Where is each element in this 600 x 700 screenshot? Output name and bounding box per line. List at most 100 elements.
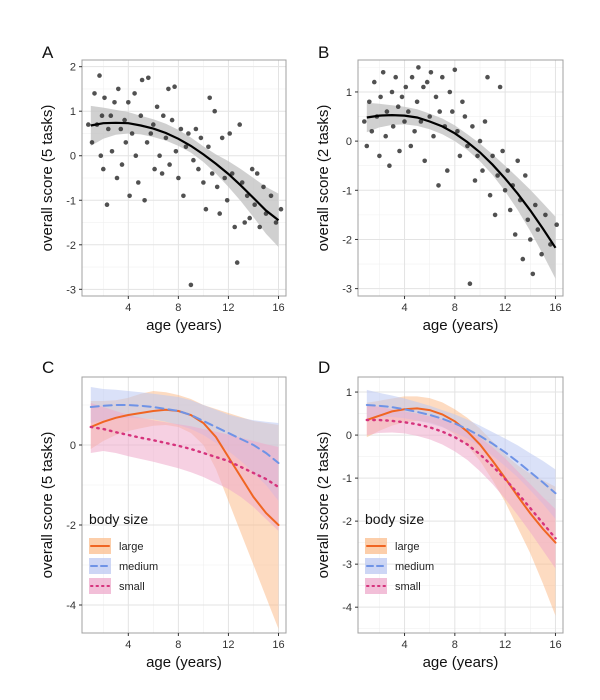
data-point [383, 133, 389, 139]
y-axis-title: overall score (5 tasks) [39, 105, 56, 252]
y-tick-label: -2 [66, 520, 76, 532]
data-point [108, 113, 114, 118]
data-point [181, 193, 186, 199]
data-point [151, 122, 156, 127]
legend: body size large medium small [89, 511, 158, 594]
y-tick-label: 0 [70, 151, 76, 163]
data-point [247, 215, 252, 221]
y-axis-title: overall score (2 tasks) [315, 105, 332, 252]
x-axis-title: age (years) [146, 654, 222, 671]
band-medium [366, 389, 556, 519]
data-point [178, 126, 184, 132]
y-tick-label: -2 [342, 234, 352, 246]
data-point [217, 211, 222, 216]
x-tick-label: 16 [272, 639, 284, 651]
data-point [422, 158, 428, 164]
data-point [390, 124, 396, 129]
x-tick-label: 4 [125, 302, 131, 314]
data-point [402, 119, 407, 124]
panel-border [357, 59, 564, 297]
legend-label-small: small [119, 581, 145, 593]
x-tick-label: 8 [175, 302, 181, 314]
data-point [196, 166, 201, 172]
data-point [169, 117, 175, 123]
data-point [462, 114, 468, 119]
data-point [520, 256, 526, 262]
data-point [399, 94, 405, 100]
data-point [203, 206, 209, 212]
y-tick-label: -1 [342, 185, 352, 197]
y-tick-label: -1 [342, 473, 352, 485]
data-point [378, 94, 383, 100]
x-tick-label: 16 [549, 639, 561, 651]
data-point [418, 119, 424, 124]
y-tick-label: 0 [346, 430, 352, 442]
legend-label-large: large [119, 541, 143, 553]
data-point [427, 114, 433, 119]
panel-letter: B [318, 43, 329, 62]
y-tick-label: -3 [342, 284, 352, 296]
x-tick-label: 4 [401, 302, 407, 314]
data-point [278, 206, 284, 212]
legend-label-small: small [395, 581, 421, 593]
data-point [543, 212, 548, 218]
data-point [136, 180, 141, 185]
data-point [173, 149, 179, 154]
x-axis-title: age (years) [146, 317, 222, 334]
data-point [528, 237, 533, 242]
data-point [146, 75, 151, 81]
series-line-small [365, 418, 557, 540]
x-tick-label: 16 [272, 302, 284, 314]
data-point [138, 113, 144, 118]
plot-background [358, 60, 563, 296]
data-point [465, 143, 470, 149]
data-point [159, 171, 165, 176]
data-point [387, 163, 392, 168]
data-point [148, 131, 154, 136]
data-point [445, 168, 450, 173]
data-point [188, 282, 194, 288]
series-line-medium [365, 404, 557, 495]
band-small [90, 403, 279, 531]
y-tick-label: -1 [66, 195, 76, 207]
data-point [186, 131, 191, 136]
panel-letter: C [42, 358, 54, 377]
data-point [367, 99, 372, 105]
data-point [142, 198, 147, 203]
data-point [485, 74, 490, 80]
data-point [212, 108, 217, 114]
data-point [191, 157, 196, 163]
data-point [152, 166, 157, 172]
x-tick-label: 12 [499, 302, 511, 314]
series-line-medium [89, 404, 280, 464]
data-point [207, 95, 212, 101]
data-point [492, 212, 498, 218]
data-point [428, 70, 434, 75]
fit-line [366, 113, 557, 249]
data-point [139, 77, 145, 83]
data-point [229, 171, 235, 176]
data-point [167, 162, 172, 167]
data-point [362, 119, 367, 124]
y-tick-label: 1 [70, 106, 76, 118]
data-point [176, 175, 181, 181]
data-point [470, 124, 475, 129]
data-point [384, 109, 390, 114]
data-point [112, 100, 117, 105]
data-point [232, 224, 237, 230]
data-point [201, 180, 206, 185]
data-point [436, 183, 441, 188]
data-point [239, 180, 245, 185]
data-point [440, 74, 445, 80]
data-point [431, 133, 436, 139]
data-point [408, 143, 414, 149]
data-point [433, 94, 439, 100]
legend: body size large medium small [365, 511, 434, 594]
y-tick-label: 0 [346, 136, 352, 148]
data-point [406, 109, 411, 114]
data-point [99, 113, 105, 118]
x-axis-title: age (years) [423, 654, 499, 671]
data-point [447, 89, 453, 95]
data-point [252, 202, 257, 207]
